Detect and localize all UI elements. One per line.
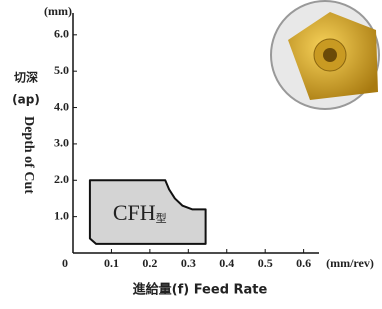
x-tick-label: 0.3 (181, 256, 196, 270)
y-tick-label: 4.0 (54, 99, 69, 113)
x-tick-label: 0.1 (104, 256, 119, 270)
page: (mm) 切深 (ap) Depth of Cut 進給量(f) Feed Ra… (0, 0, 382, 304)
x-tick-label: 0.2 (142, 256, 157, 270)
x-unit: (mm/rev) (326, 256, 374, 270)
x-tick-label: 0.6 (296, 256, 311, 270)
y-unit: (mm) (44, 4, 72, 18)
x-tick-label: 0.4 (219, 256, 234, 270)
region-label-main: CFH (113, 200, 156, 225)
x-label: 進給量(f) Feed Rate (133, 282, 268, 298)
x-tick-label: 0 (62, 256, 68, 270)
y-label-cn: 切深 (14, 70, 38, 85)
y-label-abbr: (ap) (12, 93, 40, 107)
insert-photo (271, 1, 379, 109)
y-tick-label: 1.0 (54, 208, 69, 222)
y-label: Depth of Cut (21, 116, 36, 194)
y-tick-label: 3.0 (54, 136, 69, 150)
y-tick-label: 2.0 (54, 172, 69, 186)
y-tick-label: 5.0 (54, 63, 69, 77)
x-tick-label: 0.5 (258, 256, 273, 270)
region-label-suffix: 型 (156, 211, 167, 225)
chart: (mm) 切深 (ap) Depth of Cut 進給量(f) Feed Ra… (0, 0, 382, 304)
y-tick-label: 6.0 (54, 27, 69, 41)
